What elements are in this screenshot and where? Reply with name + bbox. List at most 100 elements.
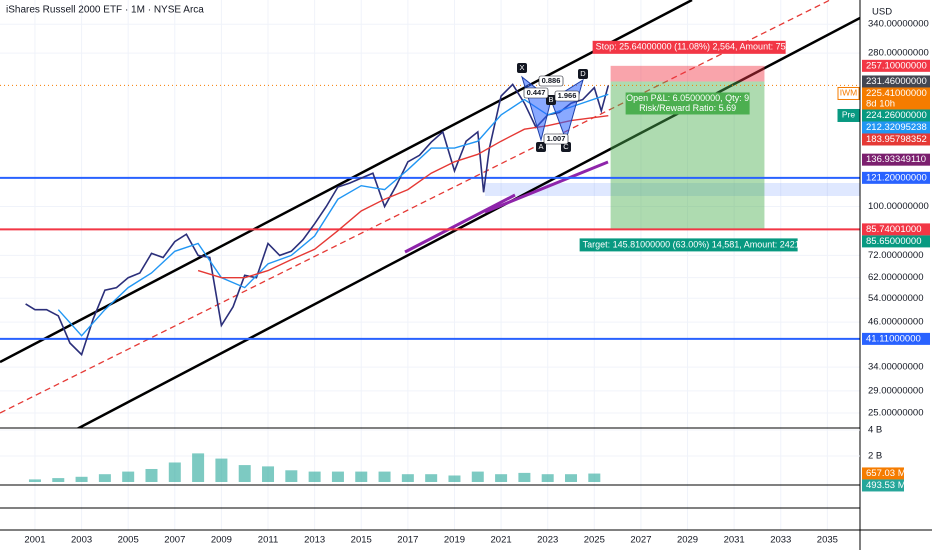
volume-bar (495, 474, 508, 482)
ratio-badge (538, 75, 564, 87)
volume-bar (308, 471, 321, 482)
x-tick-label: 2021 (491, 535, 512, 546)
y-tick-label: 29.00000000 (868, 385, 923, 396)
volume-bar (238, 465, 251, 482)
pattern-ratio: 1.966 (558, 91, 577, 100)
price-badge-label: 212.32095238 (866, 122, 927, 133)
y-tick-label: 340.00000000 (868, 19, 929, 30)
pattern-ratio: 1.007 (547, 134, 566, 143)
y-tick-label: 2 B (868, 450, 882, 461)
x-tick-label: 2017 (397, 535, 418, 546)
y-tick-label: 34.00000000 (868, 362, 923, 373)
y-tick-label: 100.00000000 (868, 201, 929, 212)
y-tick-label: 54.00000000 (868, 293, 923, 304)
x-tick-label: 2029 (677, 535, 698, 546)
pattern-point-badge (536, 142, 546, 152)
volume-bar (471, 471, 484, 482)
ratio-badge (543, 133, 569, 145)
volume-bar (262, 466, 275, 482)
countdown: 8d 10h (866, 98, 895, 109)
pattern-point: C (563, 142, 569, 151)
volume-bar (122, 471, 135, 482)
x-tick-label: 2027 (630, 535, 651, 546)
volume-bar (518, 472, 531, 482)
price-badge (862, 59, 930, 72)
tag-badge (837, 86, 860, 100)
stop-zone (610, 65, 765, 82)
price-badge (862, 223, 930, 236)
volume-badge (862, 467, 904, 480)
ratio-badge (523, 87, 549, 99)
stop-badge (592, 40, 786, 54)
volume-badge-label: 657.03 M (866, 468, 906, 479)
pattern-point-badge (546, 95, 556, 105)
volume-bar (215, 458, 228, 482)
price-badge (862, 87, 930, 110)
channel-upper (0, 0, 693, 364)
volume-bar (425, 474, 438, 482)
price-line (197, 115, 609, 279)
volume-bar (448, 475, 461, 482)
price-badge (862, 171, 930, 184)
pattern-point: D (580, 69, 586, 78)
y-tick-label: 46.00000000 (868, 317, 923, 328)
tag-label: Pre (842, 110, 856, 120)
volume-bar (285, 470, 298, 482)
volume-bar (98, 474, 111, 482)
chart-title: iShares Russell 2000 ETF · 1M · NYSE Arc… (6, 5, 204, 16)
plot (0, 83, 860, 357)
channel-mid (0, 0, 831, 414)
channel-lower (76, 16, 860, 428)
price-badge-label: 225.41000000 (866, 88, 927, 99)
price-badge (862, 109, 930, 122)
y-tick-label: 280.00000000 (868, 48, 929, 59)
rr-text: Risk/Reward Ratio: 5.69 (639, 103, 736, 113)
position: Stop: 25.64000000 (11.08%) 2,564, Amount… (579, 40, 807, 252)
target-badge (579, 238, 798, 252)
pattern-point-badge (561, 142, 571, 152)
tag-label: IWM (840, 88, 857, 98)
grid (0, 0, 860, 530)
price-badge (862, 121, 930, 134)
x-tick-label: 2007 (164, 535, 185, 546)
x-tick-label: 2005 (118, 535, 139, 546)
pattern-point: X (519, 63, 524, 72)
trend-segment (484, 160, 609, 214)
volume-bar (75, 476, 88, 482)
price-badge-label: 257.10000000 (866, 60, 927, 71)
volume-bar (28, 479, 41, 482)
x-tick-label: 2019 (444, 535, 465, 546)
stop-text: Stop: 25.64000000 (11.08%) 2,564, Amount… (596, 42, 791, 52)
price-badge-label: 121.20000000 (866, 172, 927, 183)
ratio-badge (554, 90, 580, 102)
pnl-text: Open P&L: 6.05000000, Qty: 9 (626, 93, 749, 103)
x-tick-label: 2013 (304, 535, 325, 546)
price-badge-label: 85.65000000 (866, 236, 921, 247)
drawings (0, 0, 860, 428)
volume-bar (145, 468, 158, 482)
price-line (25, 83, 610, 357)
tag-badge (837, 108, 860, 122)
volume-badge-label: 493.53 M (866, 480, 906, 491)
price-badge (862, 75, 930, 88)
currency: USD (872, 7, 892, 18)
x-tick-label: 2033 (770, 535, 791, 546)
pattern-labels: X A B C D 0.886 0.447 1.966 1.007 (517, 63, 588, 152)
zone (485, 183, 860, 196)
pattern-point: A (538, 142, 543, 151)
volume-bar (52, 478, 65, 482)
x-tick-label: 2035 (817, 535, 838, 546)
price-badge (862, 133, 930, 146)
x-tick-label: 2015 (351, 535, 372, 546)
price-badge-label: 224.26000000 (866, 110, 927, 121)
volume-bar (192, 453, 205, 482)
price-badge (862, 332, 930, 345)
x-tick-label: 2009 (211, 535, 232, 546)
volume-bar (401, 474, 414, 482)
volume-bar (541, 474, 554, 482)
volume-bar (588, 473, 601, 482)
volume-badge (862, 479, 904, 492)
